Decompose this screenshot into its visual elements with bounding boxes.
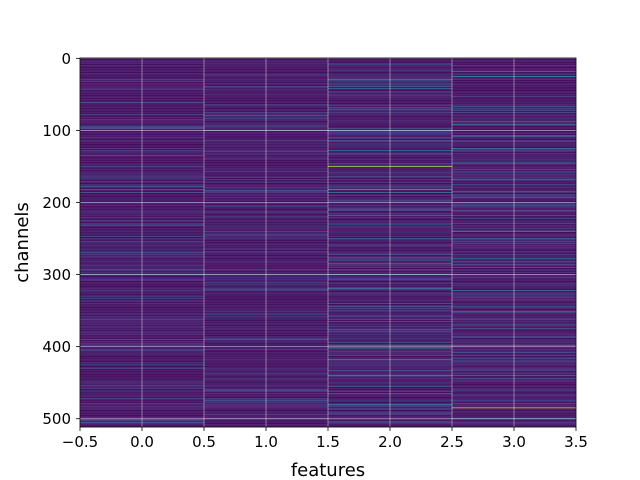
- y-tick-label: 400: [42, 338, 71, 356]
- x-tick-label: 0.0: [130, 433, 154, 451]
- x-tick-label: 0.5: [192, 433, 216, 451]
- y-tick-label: 200: [42, 194, 71, 212]
- x-tick-label: 3.5: [564, 433, 588, 451]
- x-axis-ticks: −0.5 0.0 0.5 1.0 1.5 2.0 2.5 3.0 3.5: [62, 427, 588, 451]
- x-tick-label: −0.5: [62, 433, 98, 451]
- y-tick-label: 300: [42, 266, 71, 284]
- y-tick-label: 500: [42, 410, 71, 428]
- y-axis-ticks: 0 100 200 300 400 500: [42, 50, 80, 428]
- x-tick-label: 2.5: [440, 433, 464, 451]
- y-tick-label: 0: [61, 50, 71, 68]
- x-axis-label: features: [291, 460, 365, 480]
- x-tick-label: 3.0: [502, 433, 526, 451]
- x-tick-label: 1.0: [254, 433, 278, 451]
- x-tick-label: 1.5: [316, 433, 340, 451]
- y-tick-label: 100: [42, 122, 71, 140]
- y-axis-label: channels: [12, 202, 33, 283]
- x-tick-label: 2.0: [378, 433, 402, 451]
